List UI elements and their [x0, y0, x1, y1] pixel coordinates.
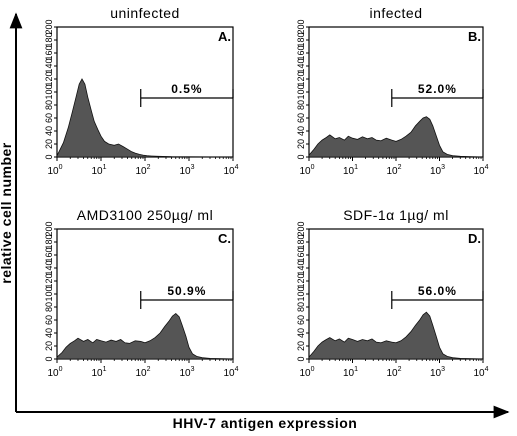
- figure-xlabel: HHV-7 antigen expression: [173, 415, 358, 431]
- panel-d-xtick-label: 101: [343, 366, 358, 379]
- panel-a-ytick-label: 100: [44, 84, 54, 99]
- panel-b-ytick-label: 80: [296, 100, 306, 110]
- panel-d-ytick-label: 160: [296, 247, 306, 262]
- panel-c-histogram: [56, 312, 234, 360]
- panel-d-ytick-label: 200: [296, 221, 306, 236]
- panel-d-letter: D.: [468, 231, 481, 246]
- panel-b-letter: B.: [468, 29, 481, 44]
- panel-c-ytick-label: 200: [44, 221, 54, 236]
- figure-ylabel: relative cell number: [0, 142, 14, 284]
- panel-a-gate-label: 0.5%: [171, 82, 202, 96]
- panel-d-xtick-label: 100: [299, 366, 314, 379]
- panel-d-ytick-label: 60: [296, 315, 306, 325]
- panel-b-ytick-label: 120: [296, 71, 306, 86]
- panel-d-histogram: [308, 311, 484, 360]
- panel-b-ytick-label: 40: [296, 126, 306, 136]
- panel-c-ytick-label: 180: [44, 234, 54, 249]
- panel-d-ytick-label: 140: [296, 260, 306, 275]
- panel-c-gate-label: 50.9%: [167, 284, 206, 298]
- panel-d-ytick-label: 20: [296, 341, 306, 351]
- panel-a-letter: A.: [218, 29, 231, 44]
- panel-a-ytick-label: 40: [44, 126, 54, 136]
- panel-c-title: AMD3100 250µg/ ml: [77, 207, 213, 223]
- panel-c-ytick-label: 20: [44, 341, 54, 351]
- panel-c-xtick-label: 101: [91, 366, 106, 379]
- panel-c-letter: C.: [218, 231, 231, 246]
- panel-c-ytick-label: 140: [44, 260, 54, 275]
- panel-b-ytick-label: 20: [296, 139, 306, 149]
- panel-c-frame: [56, 228, 234, 360]
- panel-a-xtick-label: 103: [179, 164, 194, 177]
- panel-a-ytick-label: 140: [44, 58, 54, 73]
- panel-a-xtick-label: 100: [47, 164, 62, 177]
- panel-c-xtick-label: 104: [223, 366, 238, 379]
- panel-c-ytick-label: 80: [44, 302, 54, 312]
- panel-a: uninfected020406080100120140160180200100…: [44, 5, 239, 177]
- panel-d: SDF-1α 1µg/ ml02040608010012014016018020…: [296, 207, 489, 379]
- panel-a-ytick-label: 0: [44, 154, 54, 159]
- panel-a-histogram: [56, 78, 234, 158]
- panel-b-ytick-label: 200: [296, 19, 306, 34]
- panel-d-xtick-label: 103: [430, 366, 445, 379]
- panel-d-xtick-label: 102: [386, 366, 401, 379]
- panel-c: AMD3100 250µg/ ml02040608010012014016018…: [44, 207, 239, 379]
- panel-c-ytick-label: 60: [44, 315, 54, 325]
- panel-a-ytick-label: 180: [44, 32, 54, 47]
- panel-d-ytick-label: 0: [296, 356, 306, 361]
- panel-b-gate-label: 52.0%: [418, 82, 457, 96]
- panel-b-ytick-label: 160: [296, 45, 306, 60]
- panel-d-gate-label: 56.0%: [418, 284, 457, 298]
- panel-c-ytick-label: 100: [44, 286, 54, 301]
- panel-b-xtick-label: 101: [343, 164, 358, 177]
- panel-d-ytick-label: 180: [296, 234, 306, 249]
- panel-c-ytick-label: 0: [44, 356, 54, 361]
- panel-c-ytick-label: 40: [44, 328, 54, 338]
- panel-a-ytick-label: 200: [44, 19, 54, 34]
- panel-d-xtick-label: 104: [473, 366, 488, 379]
- panel-a-title: uninfected: [110, 5, 180, 21]
- panel-b-xtick-label: 103: [430, 164, 445, 177]
- panel-c-xtick-label: 102: [135, 366, 150, 379]
- panel-d-ytick-label: 100: [296, 286, 306, 301]
- panel-c-ytick-label: 120: [44, 273, 54, 288]
- panel-b-ytick-label: 0: [296, 154, 306, 159]
- panel-b-xtick-label: 100: [299, 164, 314, 177]
- panel-a-ytick-label: 80: [44, 100, 54, 110]
- panel-d-ytick-label: 40: [296, 328, 306, 338]
- panel-a-ytick-label: 20: [44, 139, 54, 149]
- panel-c-xtick-label: 100: [47, 366, 62, 379]
- panel-d-ytick-label: 80: [296, 302, 306, 312]
- panel-b-ytick-label: 100: [296, 84, 306, 99]
- panel-a-xtick-label: 101: [91, 164, 106, 177]
- panel-b-ytick-label: 60: [296, 113, 306, 123]
- panel-d-title: SDF-1α 1µg/ ml: [343, 207, 449, 223]
- panel-c-xtick-label: 103: [179, 366, 194, 379]
- panel-a-xtick-label: 102: [135, 164, 150, 177]
- panel-b-ytick-label: 180: [296, 32, 306, 47]
- panel-b-histogram: [308, 116, 484, 158]
- panel-b-ytick-label: 140: [296, 58, 306, 73]
- panel-a-ytick-label: 60: [44, 113, 54, 123]
- panel-b-title: infected: [369, 5, 422, 21]
- panel-a-ytick-label: 160: [44, 45, 54, 60]
- panel-d-ytick-label: 120: [296, 273, 306, 288]
- panel-b-xtick-label: 102: [386, 164, 401, 177]
- panel-c-ytick-label: 160: [44, 247, 54, 262]
- panel-a-ytick-label: 120: [44, 71, 54, 86]
- panel-b-xtick-label: 104: [473, 164, 488, 177]
- panel-a-xtick-label: 104: [223, 164, 238, 177]
